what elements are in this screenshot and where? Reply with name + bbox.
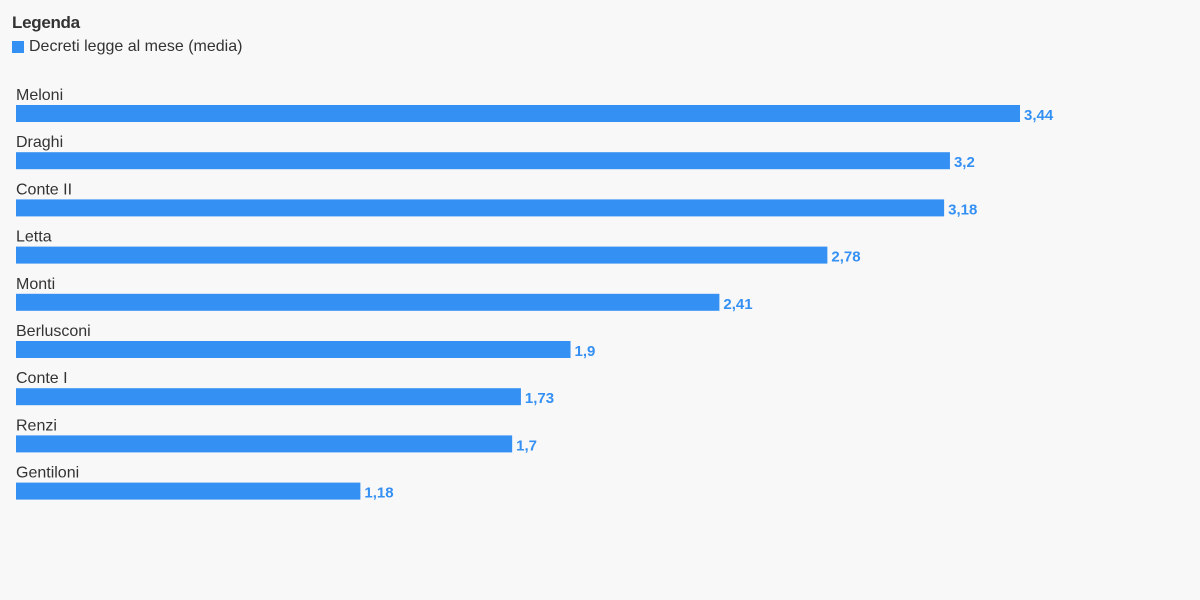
bar[interactable]: [16, 435, 513, 453]
value-label: 3,18: [948, 201, 977, 218]
bar[interactable]: [16, 341, 571, 358]
category-label: Renzi: [16, 417, 57, 434]
bar[interactable]: [16, 293, 720, 311]
bar[interactable]: [16, 246, 828, 264]
value-label: 3,44: [1024, 107, 1054, 124]
legend-title: Legenda: [12, 13, 80, 32]
value-label: 1,7: [516, 437, 537, 454]
bar[interactable]: [16, 199, 945, 217]
category-label: Gentiloni: [16, 465, 79, 482]
category-label: Meloni: [16, 87, 63, 104]
bar[interactable]: [16, 482, 361, 500]
category-label: Conte I: [16, 370, 68, 387]
category-label: Draghi: [16, 134, 63, 151]
category-label: Monti: [16, 276, 55, 293]
category-label: Berlusconi: [16, 323, 91, 340]
value-label: 1,18: [364, 485, 393, 502]
value-label: 2,41: [723, 296, 752, 313]
bar[interactable]: [16, 388, 521, 406]
value-label: 1,9: [575, 343, 596, 360]
bar[interactable]: [16, 152, 950, 170]
bar[interactable]: [16, 105, 1020, 122]
legend-swatch: [12, 41, 24, 53]
value-label: 3,2: [954, 154, 975, 171]
category-label: Conte II: [16, 181, 72, 198]
legend-entry-label: Decreti legge al mese (media): [29, 38, 243, 55]
legend-entry[interactable]: Decreti legge al mese (media): [12, 38, 242, 56]
value-label: 2,78: [831, 249, 860, 266]
category-label: Letta: [16, 229, 52, 246]
value-label: 1,73: [525, 390, 554, 407]
